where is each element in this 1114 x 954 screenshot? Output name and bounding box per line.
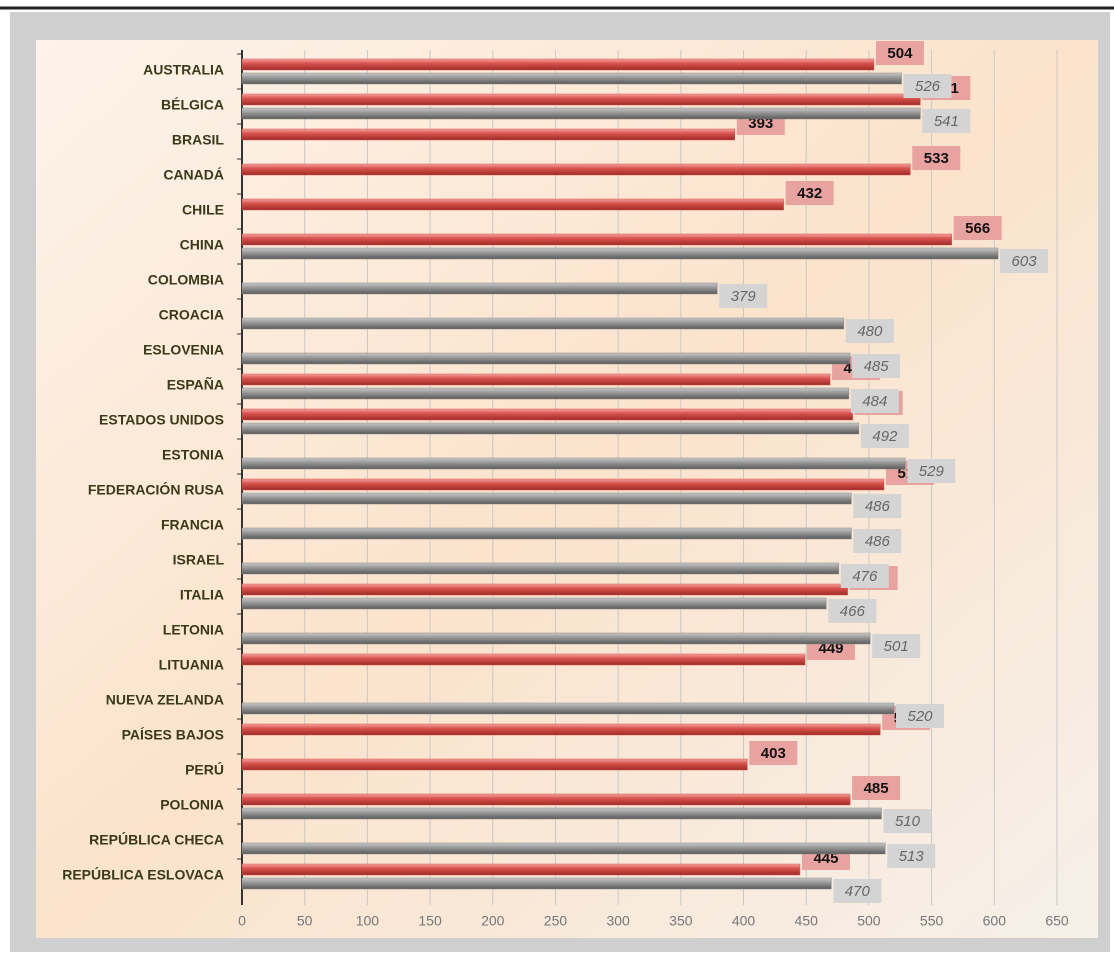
y-tick-label: REPÚBLICA CHECA: [89, 831, 224, 848]
x-tick-label: 50: [297, 913, 313, 929]
value-label: 513: [899, 848, 925, 865]
bar: [242, 374, 830, 385]
value-label: 403: [761, 745, 786, 762]
bar: [242, 73, 902, 84]
y-tick-label: LETONIA: [163, 622, 224, 638]
x-tick-label: 450: [795, 913, 819, 929]
value-label: 510: [895, 813, 921, 830]
y-tick-label: REPÚBLICA ESLOVACA: [62, 866, 224, 883]
value-label: 476: [852, 568, 878, 585]
bar: [242, 703, 894, 714]
y-tick-label: CHINA: [180, 237, 224, 253]
bar: [242, 199, 784, 210]
y-tick-label: ESPAÑA: [167, 376, 224, 393]
value-label: 379: [731, 288, 757, 305]
bar: [242, 633, 870, 644]
value-label: 566: [965, 220, 990, 237]
x-tick-label: 400: [732, 913, 756, 929]
bar: [242, 129, 735, 140]
y-tick-label: ESTADOS UNIDOS: [99, 412, 224, 428]
bar: [242, 423, 859, 434]
bar: [242, 234, 952, 245]
y-tick-label: POLONIA: [160, 797, 224, 813]
value-label: 520: [907, 708, 933, 725]
value-label: 541: [934, 113, 959, 130]
x-tick-label: 100: [356, 913, 380, 929]
bar: [242, 843, 885, 854]
y-tick-label: AUSTRALIA: [143, 62, 224, 78]
bar: [242, 528, 851, 539]
value-label: 501: [884, 638, 909, 655]
x-tick-label: 350: [669, 913, 693, 929]
y-tick-label: ISRAEL: [173, 552, 225, 568]
value-label: 432: [797, 185, 822, 202]
y-tick-label: ITALIA: [180, 587, 224, 603]
y-tick-label: FRANCIA: [161, 517, 224, 533]
bar: [242, 164, 910, 175]
bar: [242, 388, 849, 399]
x-tick-label: 150: [418, 913, 442, 929]
y-tick-label: FEDERACIÓN RUSA: [88, 481, 224, 498]
y-tick-label: CROACIA: [159, 307, 224, 323]
y-tick-label: COLOMBIA: [148, 272, 224, 288]
value-label: 533: [924, 150, 949, 167]
bar: [242, 563, 839, 574]
bar: [242, 248, 998, 259]
x-tick-label: 200: [481, 913, 505, 929]
bar: [242, 353, 850, 364]
chart: 0 50 100 150 200 250 300 350 400 450 500 550 600 650 A…: [0, 0, 1114, 954]
bar: [242, 864, 800, 875]
bar: [242, 584, 848, 595]
bar: [242, 283, 717, 294]
value-label: 470: [845, 883, 871, 900]
bar: [242, 108, 920, 119]
value-label: 492: [872, 428, 898, 445]
value-label: 485: [864, 358, 890, 375]
x-tick-label: 650: [1045, 913, 1069, 929]
x-tick-label: 600: [983, 913, 1007, 929]
bar: [242, 808, 881, 819]
y-tick-label: CANADÁ: [163, 167, 224, 183]
bar: [242, 318, 844, 329]
value-label: 486: [865, 533, 891, 550]
y-tick-label: LITUANIA: [159, 657, 224, 673]
bar: [242, 724, 880, 735]
value-label: 485: [864, 780, 889, 797]
bar: [242, 94, 920, 105]
value-label: 486: [865, 498, 891, 515]
y-tick-label: PAÍSES BAJOS: [122, 727, 224, 743]
value-label: 480: [857, 323, 883, 340]
value-label: 526: [915, 78, 941, 95]
x-tick-label: 250: [544, 913, 568, 929]
value-label: 504: [887, 45, 913, 62]
y-tick-label: ESLOVENIA: [143, 342, 224, 358]
bar: [242, 759, 747, 770]
x-tick-label: 0: [238, 913, 246, 929]
y-tick-label: CHILE: [182, 202, 224, 218]
y-tick-label: NUEVA ZELANDA: [106, 692, 224, 708]
y-tick-label: BRASIL: [172, 132, 225, 148]
bar: [242, 598, 826, 609]
y-tick-label: BÉLGICA: [161, 97, 224, 113]
bar: [242, 479, 884, 490]
bar: [242, 409, 853, 420]
x-tick-label: 300: [606, 913, 630, 929]
bar: [242, 458, 905, 469]
y-tick-label: ESTONIA: [162, 447, 224, 463]
value-label: 603: [1012, 253, 1038, 270]
value-label: 466: [840, 603, 866, 620]
x-tick-label: 500: [857, 913, 881, 929]
x-tick-label: 550: [920, 913, 944, 929]
bar: [242, 878, 831, 889]
value-label: 484: [862, 393, 887, 410]
bar: [242, 493, 851, 504]
bar: [242, 59, 874, 70]
bar: [242, 654, 805, 665]
bar: [242, 794, 850, 805]
y-tick-label: PERÚ: [185, 761, 224, 778]
value-label: 529: [919, 463, 945, 480]
